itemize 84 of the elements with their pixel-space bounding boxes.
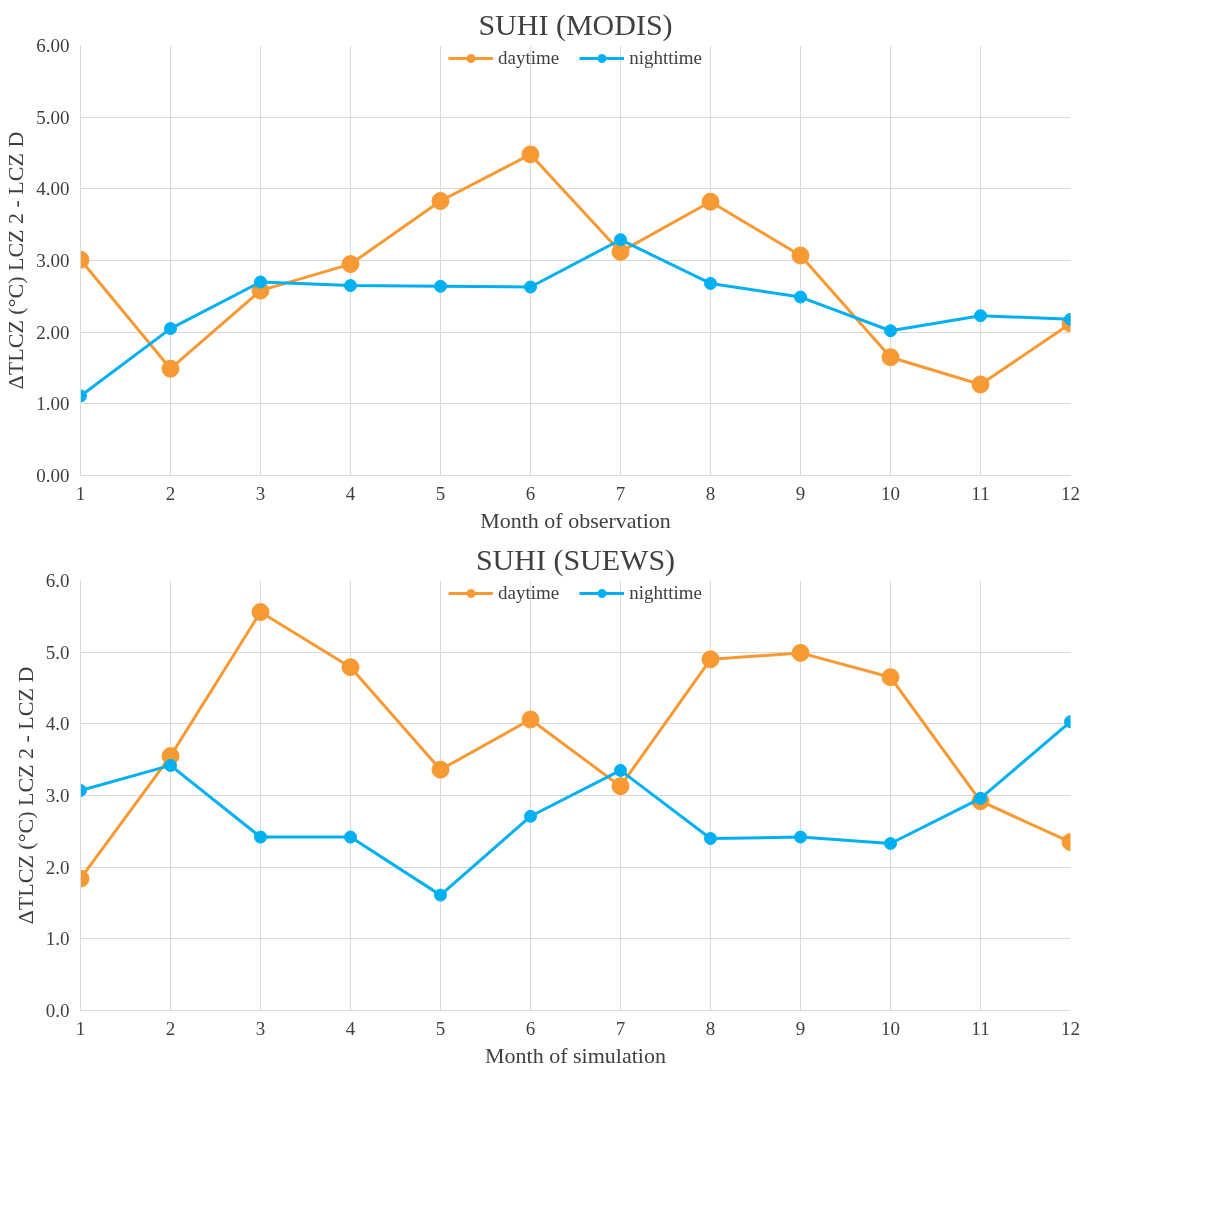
point (431, 192, 450, 210)
legend-label: nighttime (629, 582, 703, 604)
y-tick-label: 3.0 (45, 785, 70, 806)
point (254, 275, 267, 289)
x-tick-label: 12 (1061, 1017, 1080, 1039)
y-axis-title: ΔTLCZ (°C) LCZ 2 - LCZ D (12, 666, 38, 925)
x-tick-label: 7 (615, 1017, 626, 1039)
point (614, 233, 627, 247)
x-tick-label: 5 (435, 482, 446, 504)
point (704, 832, 717, 845)
x-tick-label: 7 (615, 482, 626, 504)
point (704, 276, 717, 290)
x-tick-label: 2 (165, 1017, 176, 1039)
chart-title: SUHI (SUEWS) (475, 542, 676, 577)
point (611, 242, 630, 261)
x-tick-label: 10 (881, 1017, 900, 1039)
x-tick-label: 9 (795, 1017, 806, 1039)
x-tick-label: 8 (705, 482, 716, 504)
x-tick-label: 10 (881, 482, 900, 504)
point (614, 763, 627, 777)
point (341, 658, 360, 677)
point (971, 375, 990, 394)
point (974, 309, 987, 323)
point (701, 192, 720, 211)
x-tick-label: 2 (165, 482, 176, 504)
point (611, 777, 630, 796)
x-tick-label: 4 (345, 1017, 356, 1039)
x-tick-label: 6 (525, 482, 536, 504)
y-tick-label: 5.00 (36, 106, 70, 128)
point (431, 760, 450, 779)
y-tick-label: 2.00 (36, 321, 70, 343)
y-tick-label: 0.00 (36, 465, 70, 486)
point (791, 246, 810, 265)
y-tick-label: 4.0 (45, 713, 70, 735)
point (251, 603, 270, 622)
x-axis-title: Month of simulation (485, 1042, 666, 1068)
point (344, 279, 357, 293)
point (341, 255, 360, 274)
legend-label: nighttime (629, 47, 703, 69)
point (164, 758, 177, 772)
x-tick-label: 9 (795, 482, 806, 504)
y-tick-label: 4.00 (36, 178, 70, 200)
x-tick-label: 5 (435, 1017, 446, 1039)
point (881, 348, 900, 367)
point (794, 830, 807, 844)
point (524, 809, 537, 823)
y-tick-label: 6.00 (36, 35, 70, 56)
legend-label: daytime (497, 47, 560, 69)
x-axis-title: Month of observation (480, 507, 671, 533)
point (434, 279, 447, 293)
point (881, 668, 900, 687)
chart-title: SUHI (MODIS) (478, 7, 673, 42)
point (884, 324, 897, 338)
y-tick-label: 6.0 (45, 570, 70, 591)
x-tick-label: 3 (255, 482, 266, 504)
point (524, 280, 537, 294)
point (884, 837, 897, 850)
legend-label: daytime (497, 582, 560, 604)
point (701, 650, 720, 669)
x-tick-label: 12 (1061, 482, 1080, 504)
x-tick-label: 6 (525, 1017, 536, 1039)
x-tick-label: 4 (345, 482, 356, 504)
y-tick-label: 2.0 (45, 856, 70, 878)
point (254, 830, 267, 844)
point (791, 643, 810, 662)
x-tick-label: 1 (75, 1017, 86, 1039)
point (344, 830, 357, 844)
y-axis-title: ΔTLCZ (°C) LCZ 2 - LCZ D (3, 131, 29, 390)
x-tick-label: 3 (255, 1017, 266, 1039)
y-tick-label: 3.00 (36, 250, 70, 271)
point (521, 710, 540, 729)
point (161, 359, 180, 378)
x-tick-label: 11 (971, 1017, 990, 1039)
point (794, 290, 807, 304)
y-tick-label: 0.0 (45, 1000, 70, 1021)
point (164, 322, 177, 336)
y-tick-label: 1.00 (36, 393, 70, 415)
y-tick-label: 1.0 (45, 928, 70, 950)
x-tick-label: 11 (971, 482, 990, 504)
y-tick-label: 5.0 (45, 641, 70, 663)
x-tick-label: 1 (75, 482, 86, 504)
x-tick-label: 8 (705, 1017, 716, 1039)
point (434, 888, 447, 902)
point (521, 145, 540, 164)
